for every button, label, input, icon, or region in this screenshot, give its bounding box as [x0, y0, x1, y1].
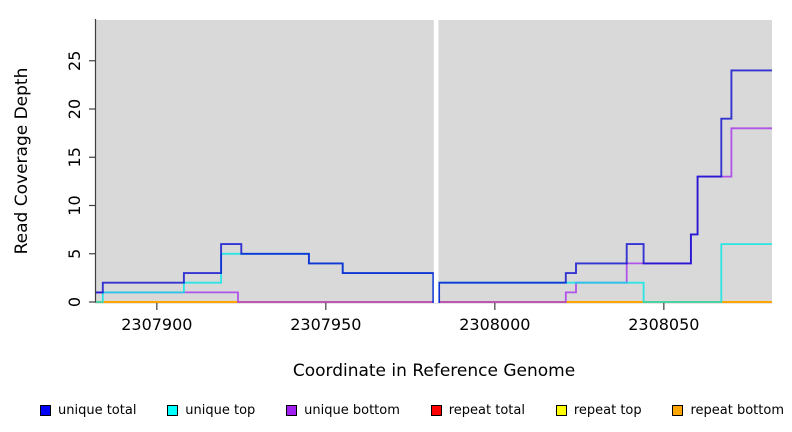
legend-swatch-icon — [672, 404, 684, 416]
legend-label: repeat total — [448, 402, 525, 418]
series-unique-total — [96, 69, 772, 303]
y-tick-label: 20 — [65, 99, 84, 119]
y-tick-label: 25 — [65, 51, 84, 71]
x-tick-label: 2307950 — [290, 315, 361, 334]
legend-swatch-icon — [40, 404, 51, 416]
y-axis-title: Read Coverage Depth — [12, 68, 32, 255]
y-tick-label: 10 — [65, 195, 84, 215]
coverage-chart-svg: 0 5 10 15 20 25 2307900 2307950 2308000 2308050 C… — [12, 19, 772, 381]
legend-label: repeat bottom — [690, 402, 784, 418]
legend-item-repeat-bottom: repeat bottom — [672, 403, 784, 418]
legend-swatch-icon — [286, 404, 298, 416]
x-tick-label: 2308000 — [459, 315, 530, 334]
legend-label: repeat top — [573, 402, 642, 418]
y-tick-label: 15 — [65, 147, 84, 167]
legend-item-unique-total: unique total — [40, 403, 136, 418]
legend-swatch-icon — [430, 404, 442, 416]
legend-swatch-icon — [167, 404, 179, 416]
legend-label: unique top — [185, 402, 256, 418]
x-axis-title: Coordinate in Reference Genome — [293, 361, 575, 381]
legend-item-repeat-top: repeat top — [555, 402, 642, 418]
legend-item-unique-bottom: unique bottom — [286, 403, 400, 418]
legend-item-unique-top: unique top — [167, 403, 255, 418]
legend-swatch-icon — [555, 404, 567, 416]
legend: unique total unique top unique bottom repea… — [40, 398, 784, 422]
legend-label: unique bottom — [304, 402, 400, 418]
legend-item-repeat-total: repeat total — [430, 402, 525, 418]
masked-region-gap — [433, 19, 439, 303]
y-tick-label: 5 — [65, 249, 84, 259]
x-tick-label: 2308050 — [628, 315, 699, 334]
x-tick-label: 2307900 — [121, 315, 192, 334]
y-tick-label: 0 — [65, 297, 84, 307]
legend-label: unique total — [58, 402, 137, 418]
